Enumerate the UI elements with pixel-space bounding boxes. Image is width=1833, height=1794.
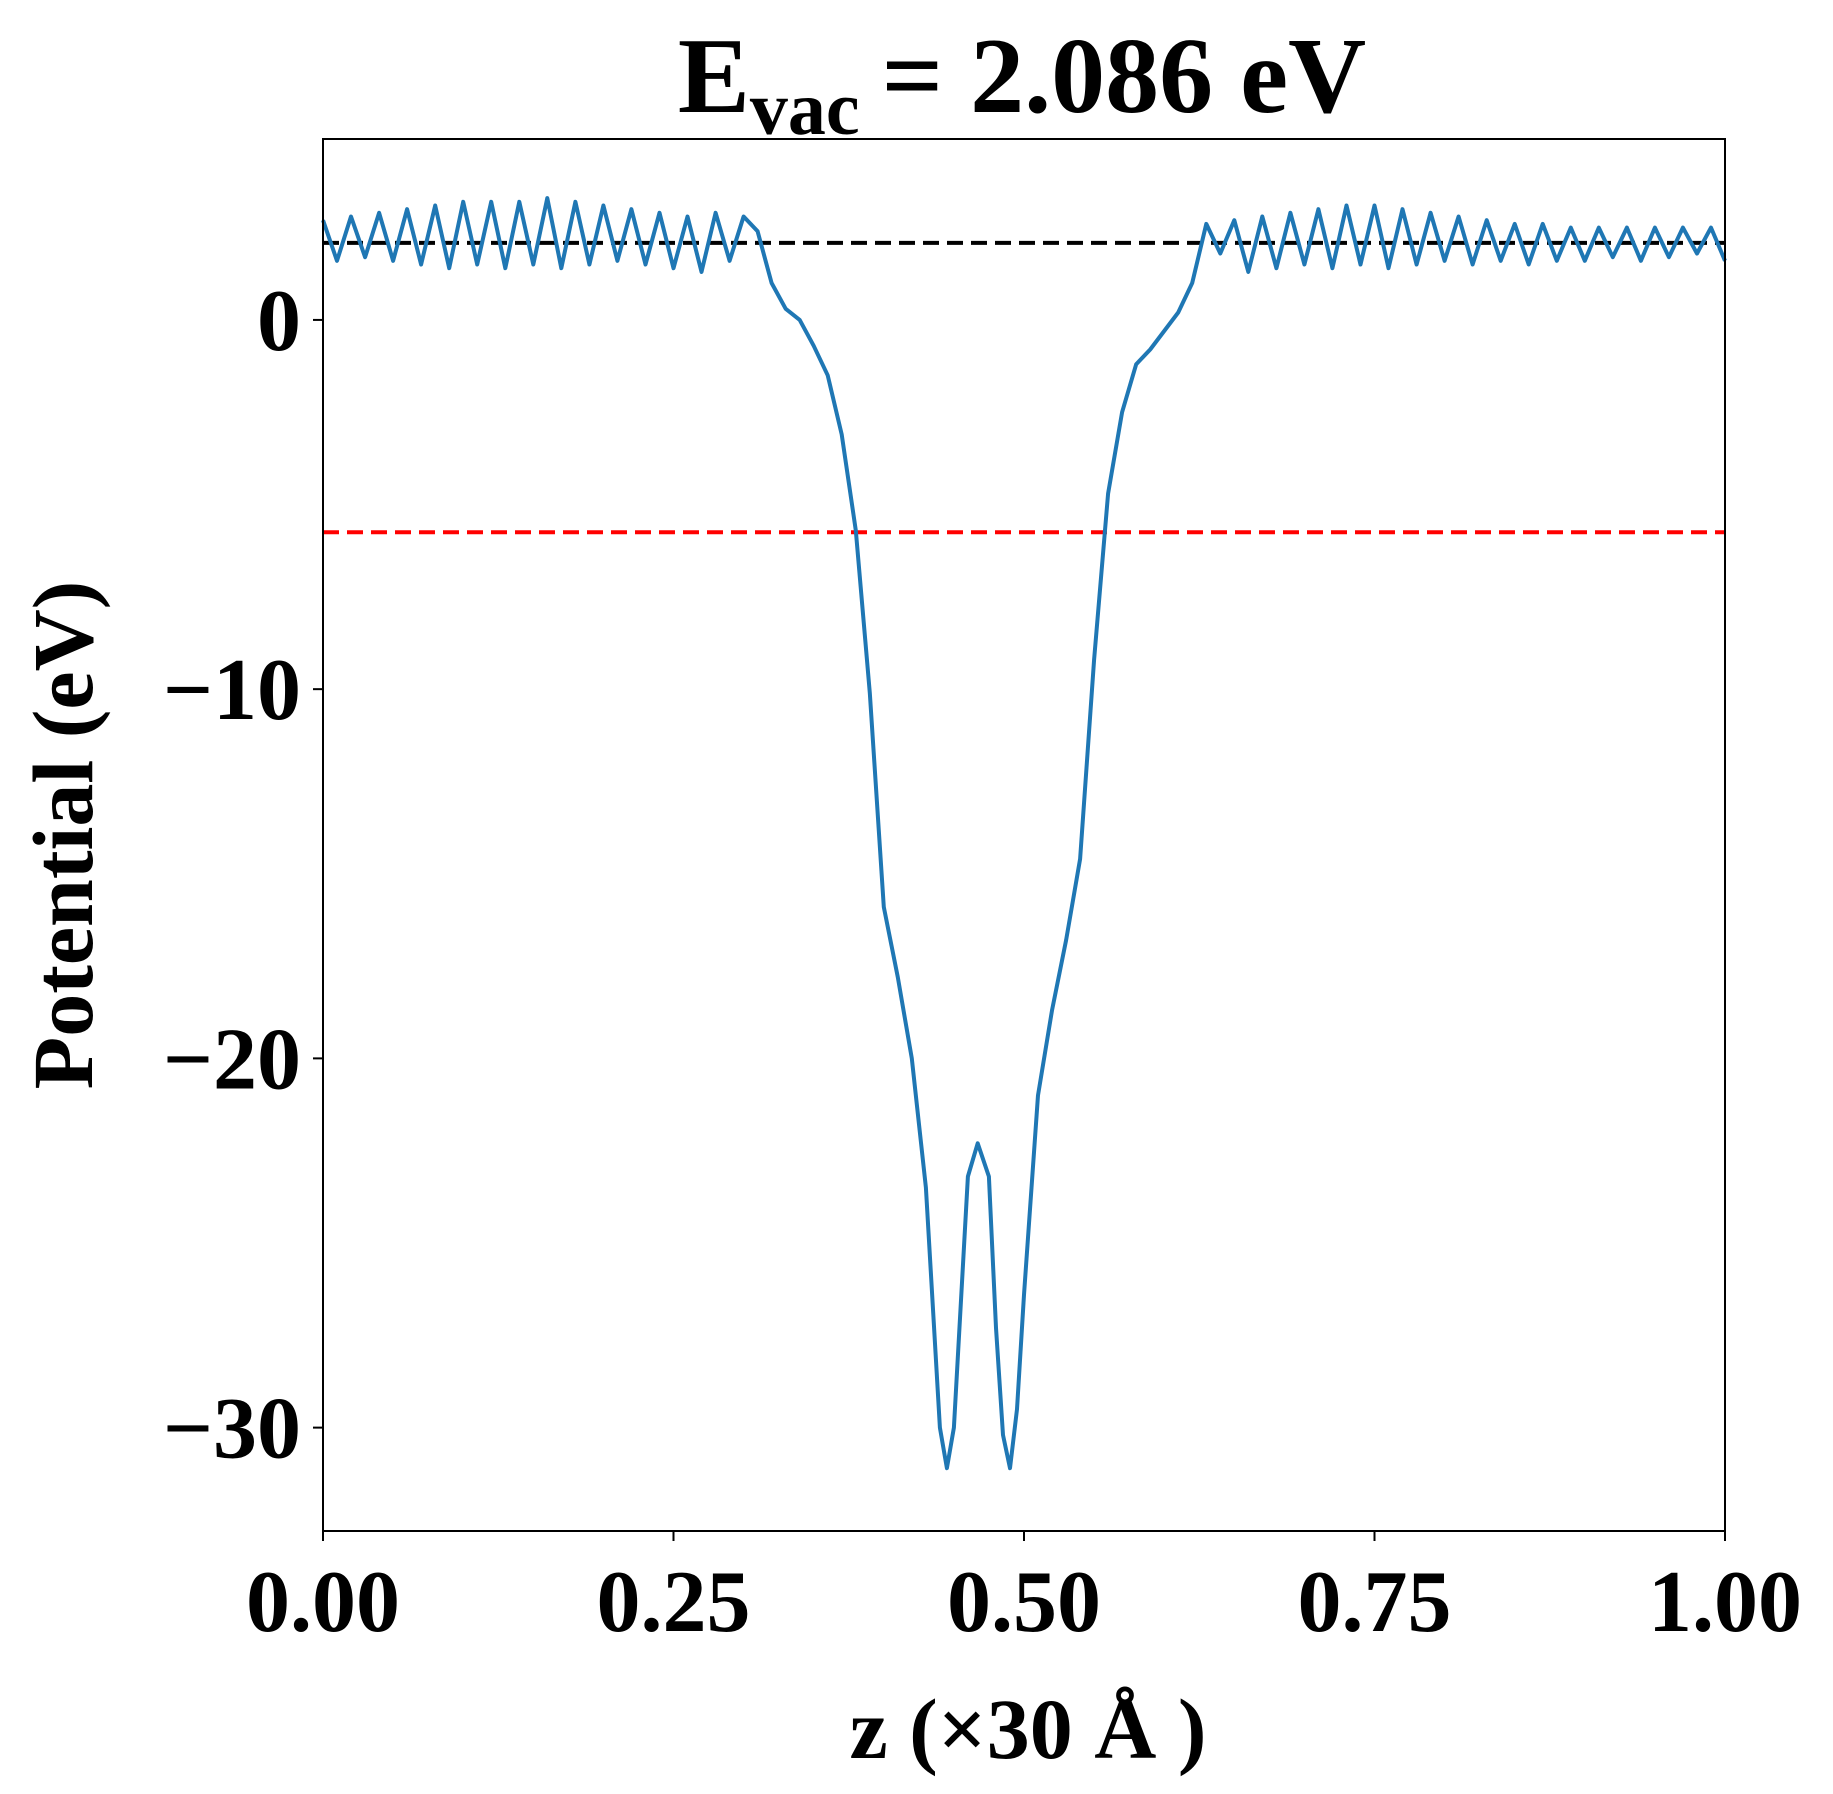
chart-title: Evac = 2.086 eV bbox=[678, 17, 1366, 151]
x-tick-label: 0.75 bbox=[1298, 1554, 1452, 1651]
y-tick-label: −10 bbox=[163, 642, 301, 739]
x-tick-label: 0.00 bbox=[246, 1554, 400, 1651]
x-tick-label: 1.00 bbox=[1648, 1554, 1802, 1651]
y-tick-label: −20 bbox=[163, 1011, 301, 1108]
data-line bbox=[321, 196, 1727, 1471]
plot-frame bbox=[322, 138, 1726, 1532]
title-rest: = 2.086 eV bbox=[882, 17, 1366, 136]
title-main: E bbox=[678, 17, 750, 136]
x-tick-label: 0.25 bbox=[597, 1554, 751, 1651]
title-sub: vac bbox=[750, 67, 860, 151]
y-tick-label: −30 bbox=[163, 1381, 301, 1478]
x-tick-label: 0.50 bbox=[947, 1554, 1101, 1651]
y-tick-label: 0 bbox=[257, 273, 301, 370]
x-axis-label: z (×30 Å ) bbox=[849, 1681, 1206, 1777]
y-axis-label: Potential (eV) bbox=[15, 581, 111, 1090]
